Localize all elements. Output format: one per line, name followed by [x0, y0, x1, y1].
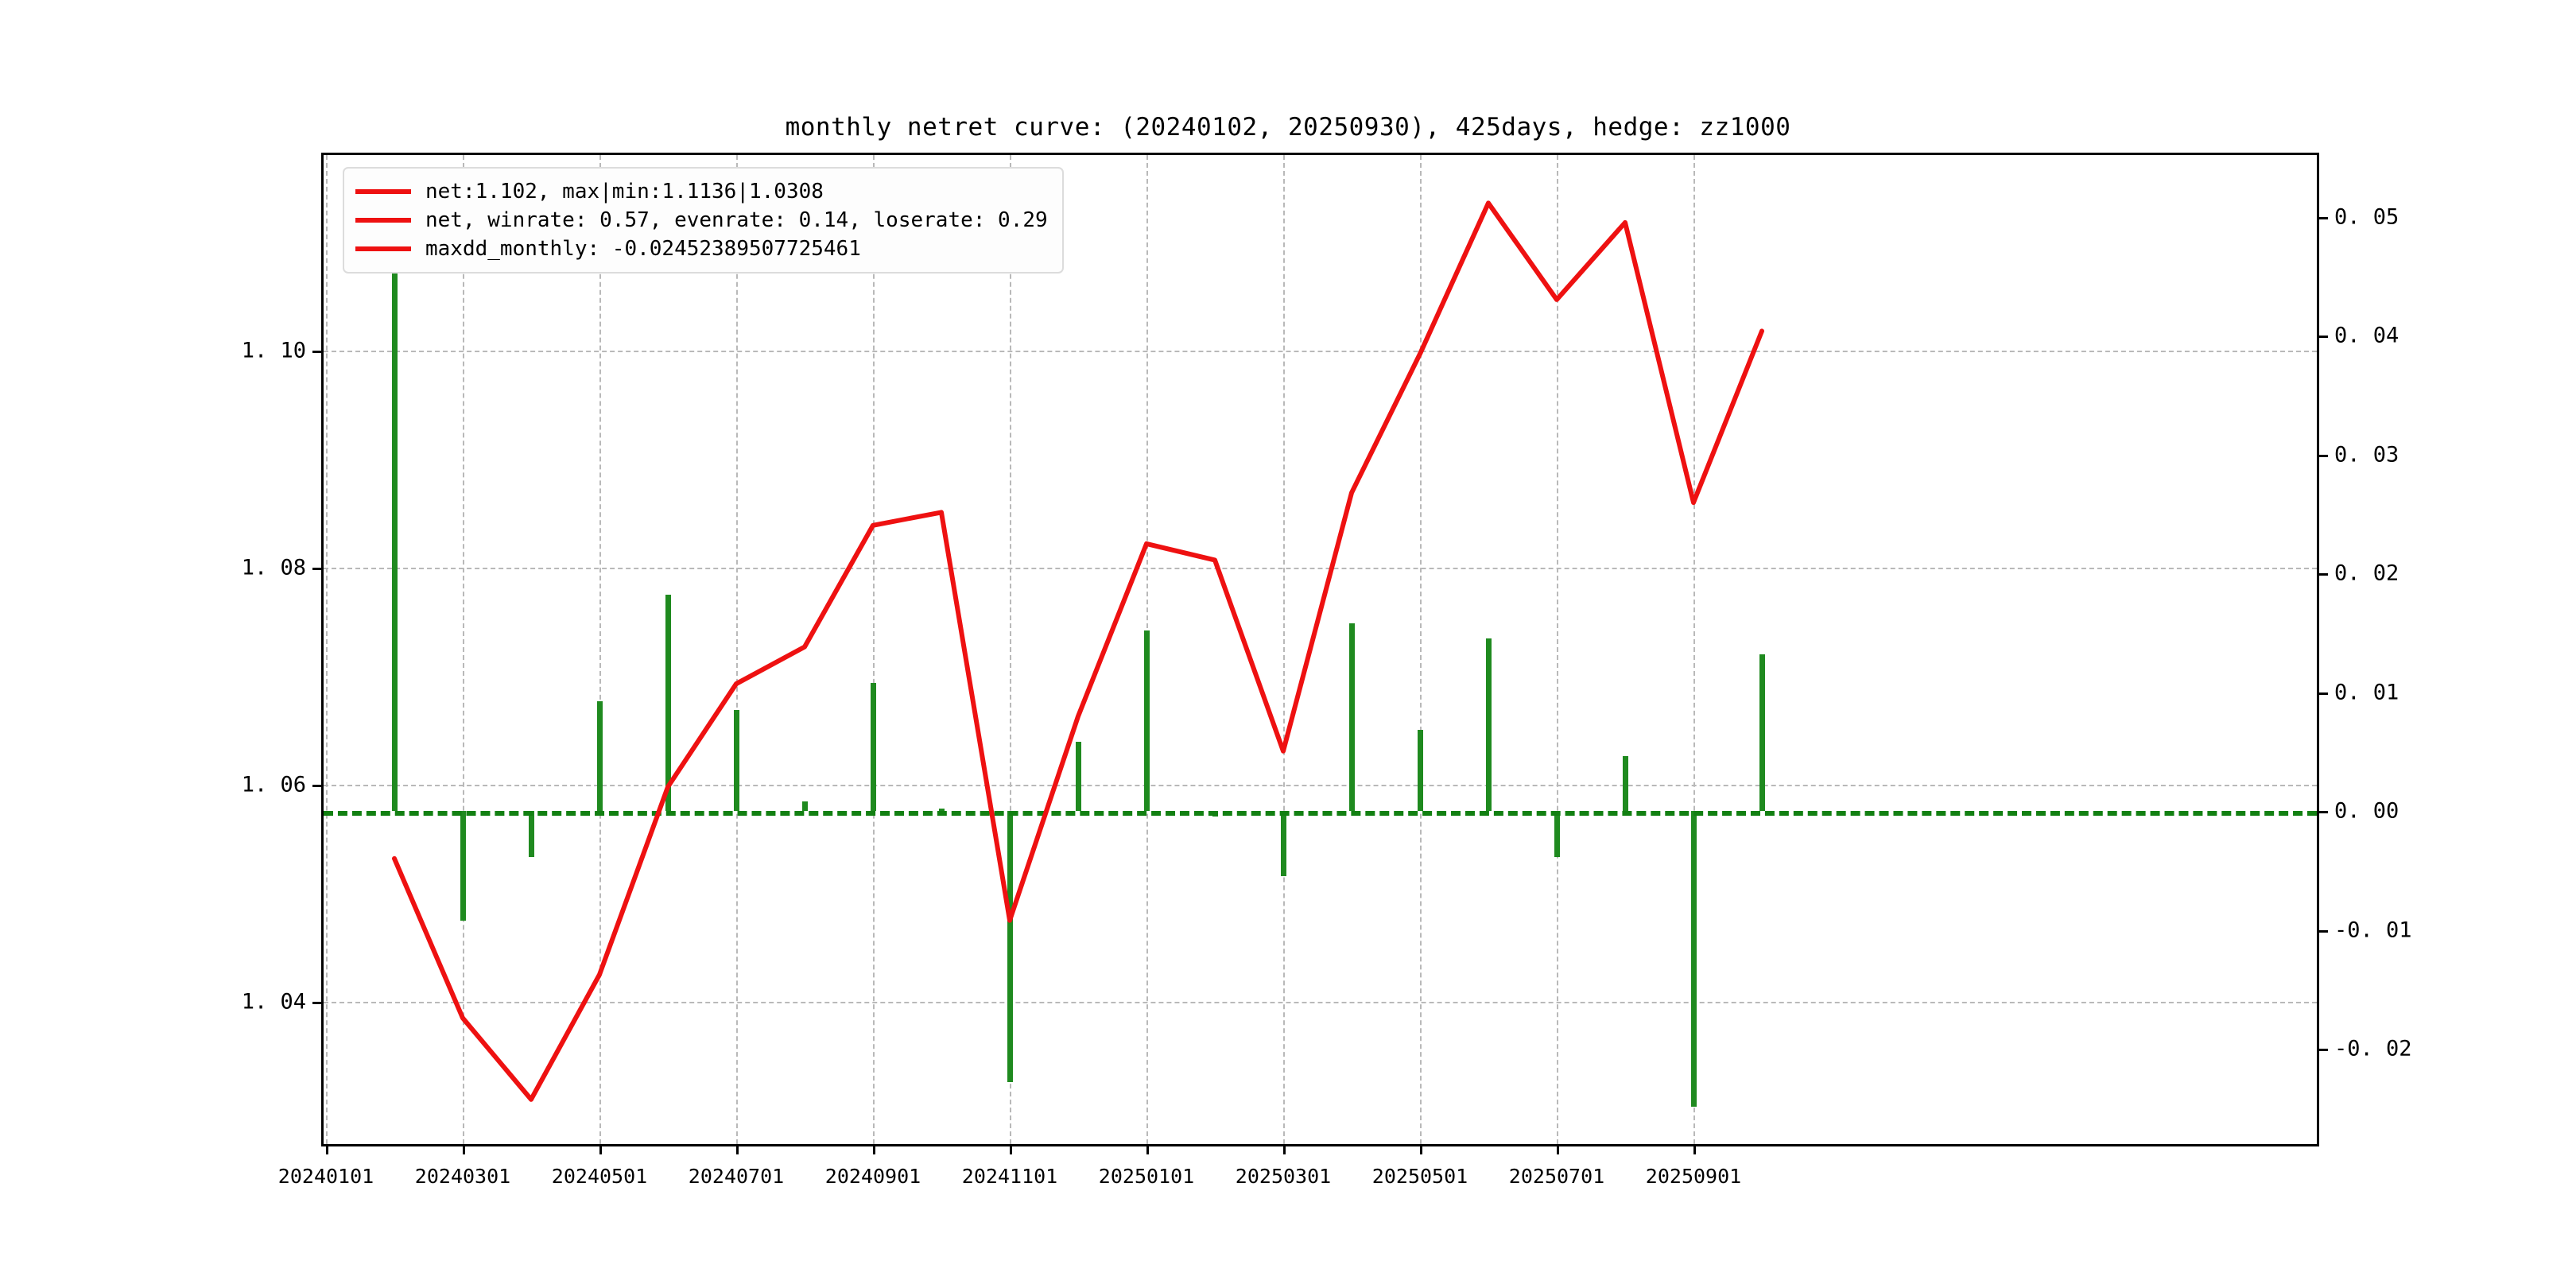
- y-axis-left-tick: [312, 351, 324, 353]
- monthly-netret-bar: [665, 594, 671, 811]
- monthly-netret-bar: [1280, 811, 1286, 877]
- y-axis-left-tick-label: 1. 06: [241, 772, 306, 797]
- y-axis-right-tick: [2317, 216, 2328, 219]
- y-axis-right-tick-label: 0. 03: [2334, 442, 2399, 467]
- y-axis-right-tick: [2317, 573, 2328, 576]
- monthly-netret-bar: [1554, 811, 1560, 858]
- x-axis-tick: [1283, 1144, 1286, 1154]
- horizontal-gridline: [324, 1002, 2317, 1003]
- monthly-netret-bar: [596, 701, 603, 811]
- y-axis-right-tick: [2317, 336, 2328, 338]
- x-axis-tick-label: 20241101: [961, 1165, 1058, 1188]
- vertical-gridline: [463, 155, 464, 1144]
- monthly-netret-bar: [1690, 811, 1697, 1108]
- legend-label: net:1.102, max|min:1.1136|1.0308: [425, 180, 824, 204]
- y-axis-right-tick-label: -0. 02: [2334, 1036, 2412, 1061]
- y-axis-left-tick-label: 1. 10: [241, 338, 306, 363]
- x-axis-tick-label: 20240501: [551, 1165, 648, 1188]
- net-curve-polyline: [392, 200, 1764, 1102]
- x-axis-tick: [1420, 1144, 1422, 1154]
- vertical-gridline: [873, 155, 875, 1144]
- net-curve: [392, 200, 1764, 1102]
- x-axis-tick-label: 20250301: [1235, 1165, 1332, 1188]
- x-axis-tick: [873, 1144, 875, 1154]
- zero-reference-line: [324, 811, 2317, 816]
- x-axis-tick: [463, 1144, 465, 1154]
- y-axis-left-tick-label: 1. 04: [241, 989, 306, 1014]
- legend-swatch-net-icon: [355, 189, 411, 194]
- monthly-netret-bar: [1485, 638, 1492, 811]
- y-axis-right-tick-label: 0. 01: [2334, 680, 2399, 704]
- horizontal-gridline: [324, 351, 2317, 352]
- legend-entry: maxdd_monthly: -0.02452389507725461: [355, 235, 1048, 263]
- monthly-netret-bar: [1007, 811, 1013, 1082]
- monthly-netret-bar: [460, 811, 466, 921]
- legend-entry: net, winrate: 0.57, evenrate: 0.14, lose…: [355, 206, 1048, 235]
- y-axis-right-tick: [2317, 1049, 2328, 1051]
- x-axis-tick-label: 20240901: [824, 1165, 921, 1188]
- monthly-netret-bar: [1417, 730, 1423, 811]
- x-axis-tick-label: 20250501: [1371, 1165, 1468, 1188]
- x-axis-tick: [599, 1144, 602, 1154]
- x-axis-tick: [326, 1144, 328, 1154]
- monthly-netret-bar: [1143, 630, 1150, 811]
- vertical-gridline: [1693, 155, 1695, 1144]
- monthly-netret-bar: [870, 682, 876, 811]
- x-axis-tick-label: 20250901: [1645, 1165, 1742, 1188]
- vertical-gridline: [1283, 155, 1285, 1144]
- monthly-netret-bar: [1348, 623, 1355, 811]
- x-axis-tick: [1146, 1144, 1149, 1154]
- y-axis-right-tick-label: 0. 02: [2334, 561, 2399, 586]
- vertical-gridline: [326, 155, 328, 1144]
- y-axis-left-tick-label: 1. 08: [241, 555, 306, 580]
- x-axis-tick-label: 20250701: [1508, 1165, 1605, 1188]
- legend-swatch-maxdd-icon: [355, 246, 411, 251]
- chart-title: monthly netret curve: (20240102, 2025093…: [785, 113, 1791, 142]
- y-axis-right-tick: [2317, 811, 2328, 813]
- y-axis-right-tick-label: 0. 04: [2334, 323, 2399, 348]
- legend-swatch-winrate-icon: [355, 218, 411, 223]
- vertical-gridline: [1557, 155, 1558, 1144]
- vertical-gridline: [1010, 155, 1011, 1144]
- plot-area: net:1.102, max|min:1.1136|1.0308 net, wi…: [242, 153, 2412, 1188]
- x-axis-tick: [1557, 1144, 1559, 1154]
- x-axis-tick-label: 20250101: [1098, 1165, 1195, 1188]
- vertical-gridline: [736, 155, 738, 1144]
- vertical-gridline: [1420, 155, 1422, 1144]
- x-axis-tick: [736, 1144, 739, 1154]
- y-axis-left-tick: [312, 785, 324, 787]
- y-axis-left-tick: [312, 568, 324, 570]
- x-axis-tick: [1693, 1144, 1696, 1154]
- plot-inner: [324, 155, 2317, 1144]
- y-axis-right-tick: [2317, 692, 2328, 695]
- legend-label: maxdd_monthly: -0.02452389507725461: [425, 237, 861, 261]
- monthly-netret-bar: [1622, 756, 1628, 811]
- horizontal-gridline: [324, 568, 2317, 569]
- monthly-netret-bar: [528, 811, 534, 858]
- monthly-netret-bar: [938, 809, 945, 811]
- y-axis-right-tick-label: -0. 01: [2334, 918, 2412, 942]
- vertical-gridline: [599, 155, 601, 1144]
- x-axis-tick-label: 20240301: [414, 1165, 511, 1188]
- y-axis-right-tick-label: 0. 05: [2334, 204, 2399, 229]
- y-axis-left-tick: [312, 1002, 324, 1004]
- y-axis-right-tick: [2317, 929, 2328, 933]
- y-axis-right-tick-label: 0. 00: [2334, 798, 2399, 824]
- y-axis-right-tick: [2317, 454, 2328, 457]
- monthly-netret-bar: [801, 801, 808, 811]
- x-axis-tick-label: 20240701: [688, 1165, 785, 1188]
- monthly-netret-bar: [733, 709, 739, 811]
- horizontal-gridline: [324, 785, 2317, 786]
- legend-entry: net:1.102, max|min:1.1136|1.0308: [355, 177, 1048, 206]
- legend-label: net, winrate: 0.57, evenrate: 0.14, lose…: [425, 208, 1048, 232]
- monthly-netret-bar: [391, 226, 398, 811]
- x-axis-tick-label: 20240101: [277, 1165, 374, 1188]
- monthly-netret-bar: [1759, 654, 1765, 811]
- monthly-netret-bar: [1075, 742, 1081, 811]
- x-axis-tick: [1010, 1144, 1012, 1154]
- chart-legend: net:1.102, max|min:1.1136|1.0308 net, wi…: [343, 167, 1064, 274]
